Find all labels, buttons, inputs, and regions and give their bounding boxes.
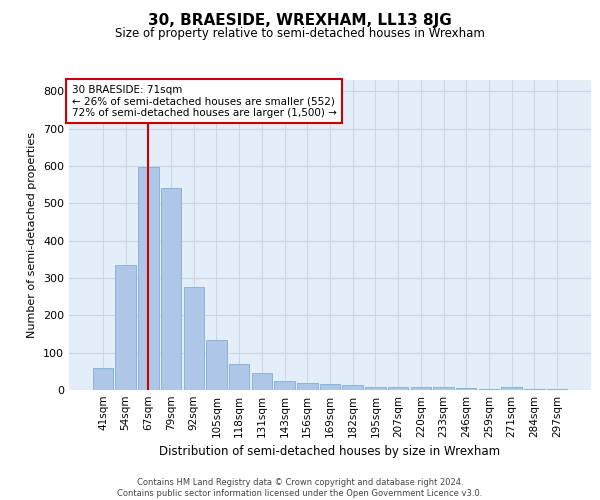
Y-axis label: Number of semi-detached properties: Number of semi-detached properties xyxy=(28,132,37,338)
Bar xyxy=(184,288,204,390)
Bar xyxy=(251,373,272,390)
Bar xyxy=(456,388,476,390)
Text: 30 BRAESIDE: 71sqm
← 26% of semi-detached houses are smaller (552)
72% of semi-d: 30 BRAESIDE: 71sqm ← 26% of semi-detache… xyxy=(71,84,337,118)
Bar xyxy=(115,265,136,390)
Bar xyxy=(343,385,363,390)
Bar xyxy=(433,388,454,390)
Bar xyxy=(229,364,250,390)
Bar xyxy=(93,368,113,390)
Text: Contains HM Land Registry data © Crown copyright and database right 2024.
Contai: Contains HM Land Registry data © Crown c… xyxy=(118,478,482,498)
Bar xyxy=(388,388,409,390)
Bar xyxy=(206,340,227,390)
Text: 30, BRAESIDE, WREXHAM, LL13 8JG: 30, BRAESIDE, WREXHAM, LL13 8JG xyxy=(148,12,452,28)
Bar xyxy=(365,387,386,390)
Bar xyxy=(274,382,295,390)
Text: Size of property relative to semi-detached houses in Wrexham: Size of property relative to semi-detach… xyxy=(115,28,485,40)
Bar xyxy=(410,388,431,390)
X-axis label: Distribution of semi-detached houses by size in Wrexham: Distribution of semi-detached houses by … xyxy=(160,446,500,458)
Bar xyxy=(297,382,317,390)
Bar xyxy=(138,167,158,390)
Bar xyxy=(320,384,340,390)
Bar xyxy=(502,387,522,390)
Bar xyxy=(161,188,181,390)
